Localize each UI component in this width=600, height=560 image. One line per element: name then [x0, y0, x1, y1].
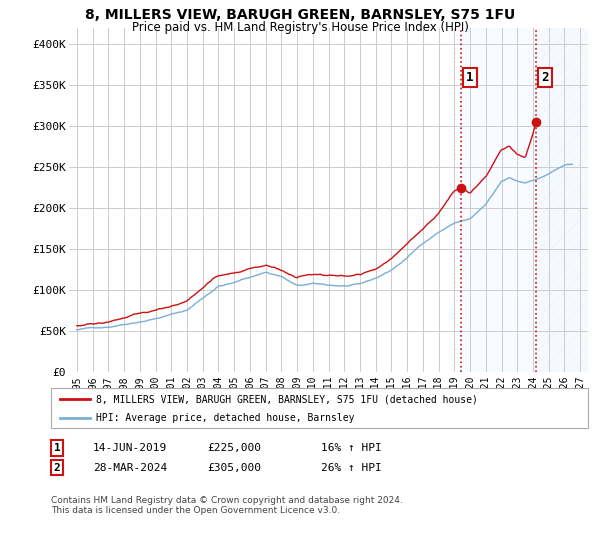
- Text: 2: 2: [541, 71, 548, 85]
- Text: 1: 1: [466, 71, 473, 85]
- Text: 8, MILLERS VIEW, BARUGH GREEN, BARNSLEY, S75 1FU: 8, MILLERS VIEW, BARUGH GREEN, BARNSLEY,…: [85, 8, 515, 22]
- Text: 8, MILLERS VIEW, BARUGH GREEN, BARNSLEY, S75 1FU (detached house): 8, MILLERS VIEW, BARUGH GREEN, BARNSLEY,…: [96, 394, 478, 404]
- Text: 16% ↑ HPI: 16% ↑ HPI: [321, 443, 382, 453]
- Text: 28-MAR-2024: 28-MAR-2024: [93, 463, 167, 473]
- Text: Contains HM Land Registry data © Crown copyright and database right 2024.
This d: Contains HM Land Registry data © Crown c…: [51, 496, 403, 515]
- Text: £225,000: £225,000: [207, 443, 261, 453]
- Text: 1: 1: [53, 443, 61, 453]
- Text: HPI: Average price, detached house, Barnsley: HPI: Average price, detached house, Barn…: [96, 413, 355, 423]
- Text: 14-JUN-2019: 14-JUN-2019: [93, 443, 167, 453]
- Bar: [461, 28, 536, 372]
- Text: 2: 2: [53, 463, 61, 473]
- Bar: [536, 28, 588, 372]
- Text: £305,000: £305,000: [207, 463, 261, 473]
- Text: 26% ↑ HPI: 26% ↑ HPI: [321, 463, 382, 473]
- Text: Price paid vs. HM Land Registry's House Price Index (HPI): Price paid vs. HM Land Registry's House …: [131, 21, 469, 34]
